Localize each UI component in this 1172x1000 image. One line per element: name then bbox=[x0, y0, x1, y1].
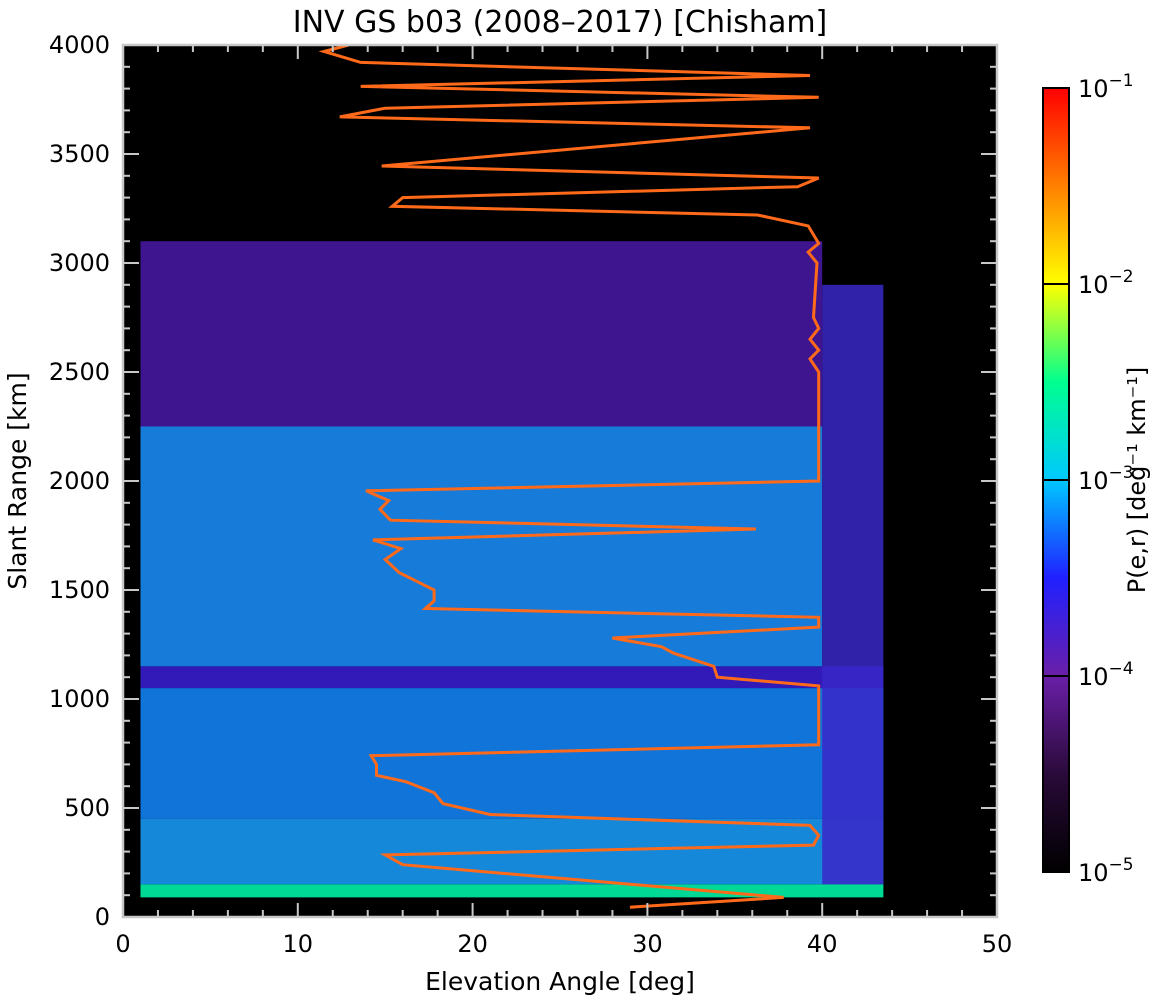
y-tick-label-1000: 1000 bbox=[49, 685, 110, 713]
heatmap-region-near-range-band bbox=[140, 884, 884, 898]
x-tick-label-30: 30 bbox=[632, 930, 663, 958]
colorbar-tick-label-1: 10−4 bbox=[1078, 659, 1134, 691]
x-tick-label-10: 10 bbox=[283, 930, 314, 958]
y-axis-label: Slant Range [km] bbox=[3, 372, 32, 589]
series-line-1 bbox=[318, 45, 821, 909]
x-tick-label-0: 0 bbox=[115, 930, 130, 958]
heatmap-region-band-1150-2250 bbox=[140, 426, 823, 667]
colorbar-tick-label-2: 10−3 bbox=[1078, 463, 1134, 495]
y-tick-label-2500: 2500 bbox=[49, 358, 110, 386]
colorbar-tick-label-4: 10−1 bbox=[1078, 71, 1134, 103]
y-tick-label-500: 500 bbox=[64, 794, 110, 822]
x-tick-label-40: 40 bbox=[807, 930, 838, 958]
x-axis-label: Elevation Angle [deg] bbox=[425, 967, 695, 996]
heatmap-region-band-1050-1150 bbox=[140, 666, 884, 689]
heatmap-region-band-2250-3100 bbox=[140, 241, 823, 427]
y-tick-label-0: 0 bbox=[95, 903, 110, 931]
x-tick-label-50: 50 bbox=[982, 930, 1013, 958]
y-tick-label-1500: 1500 bbox=[49, 576, 110, 604]
y-tick-label-3500: 3500 bbox=[49, 140, 110, 168]
colorbar-tick-label-0: 10−5 bbox=[1078, 855, 1134, 887]
heatmap-region-side-band bbox=[822, 284, 884, 885]
y-tick-label-4000: 4000 bbox=[49, 31, 110, 59]
colorbar-tick-label-3: 10−2 bbox=[1078, 267, 1134, 299]
colorbar-label: P(e,r) [deg⁻¹ km⁻¹] bbox=[1123, 367, 1151, 594]
chart-title: INV GS b03 (2008–2017) [Chisham] bbox=[293, 5, 828, 40]
x-tick-label-20: 20 bbox=[457, 930, 488, 958]
y-tick-label-3000: 3000 bbox=[49, 249, 110, 277]
y-tick-label-2000: 2000 bbox=[49, 467, 110, 495]
